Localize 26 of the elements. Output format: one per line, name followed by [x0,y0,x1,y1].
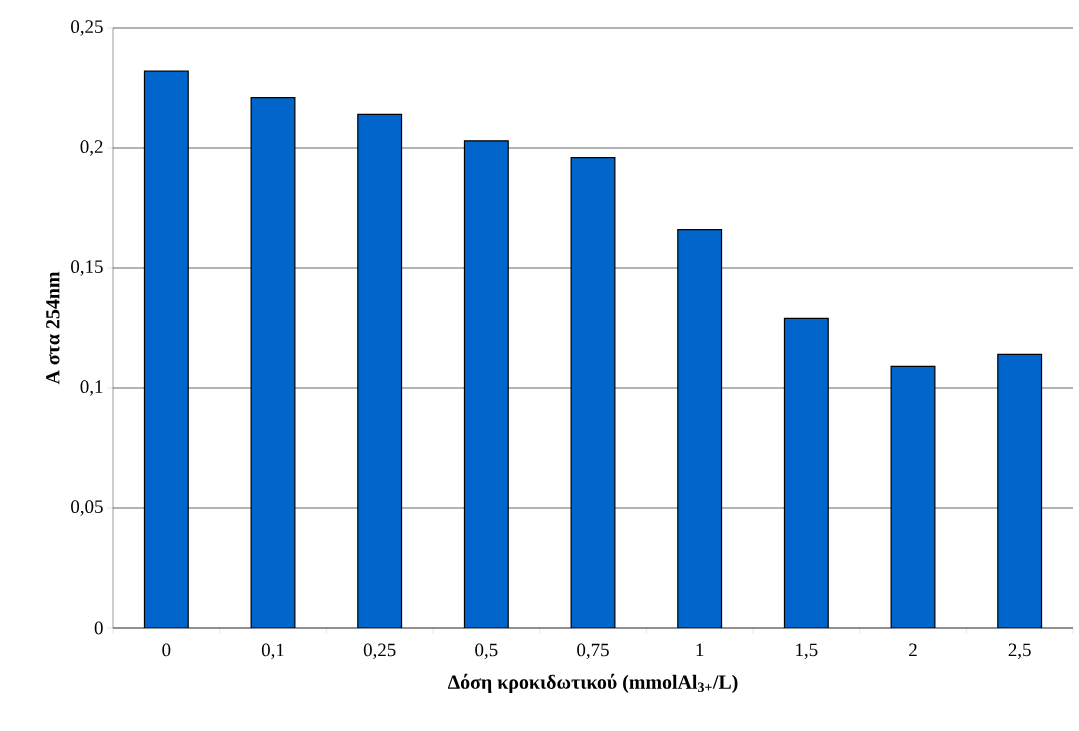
bar [677,228,723,628]
bar [570,156,616,628]
x-tick-label: 0 [162,643,171,657]
x-axis-title: Δόση κροκιδωτικού (mmolAl$_{3+}$/L) [447,673,738,693]
x-tick-label: 0,25 [363,643,396,660]
bar [463,140,509,628]
y-tick-label: 0,25 [71,20,103,36]
bar [143,70,189,628]
x-tick-label: 0,75 [577,643,609,660]
bar [250,96,296,628]
bar [890,365,936,628]
y-axis-title: A στα 254nm [46,271,60,385]
x-tick-label: 0,1 [261,643,284,660]
bar [997,353,1043,628]
bar [357,113,403,628]
x-tick-label: 0,5 [475,643,498,660]
bar [783,317,829,628]
y-tick-label: 0 [94,621,103,635]
x-tick-label: 1 [696,643,704,657]
y-tick-label: 0,05 [71,500,103,516]
y-tick-label: 0,1 [80,380,103,396]
y-tick-label: 0,2 [80,140,103,156]
y-tick-label: 0,15 [71,260,103,276]
x-tick-label: 2 [909,643,917,657]
x-tick-label: 2,5 [1008,643,1031,659]
x-tick-label: 1,5 [796,643,818,659]
